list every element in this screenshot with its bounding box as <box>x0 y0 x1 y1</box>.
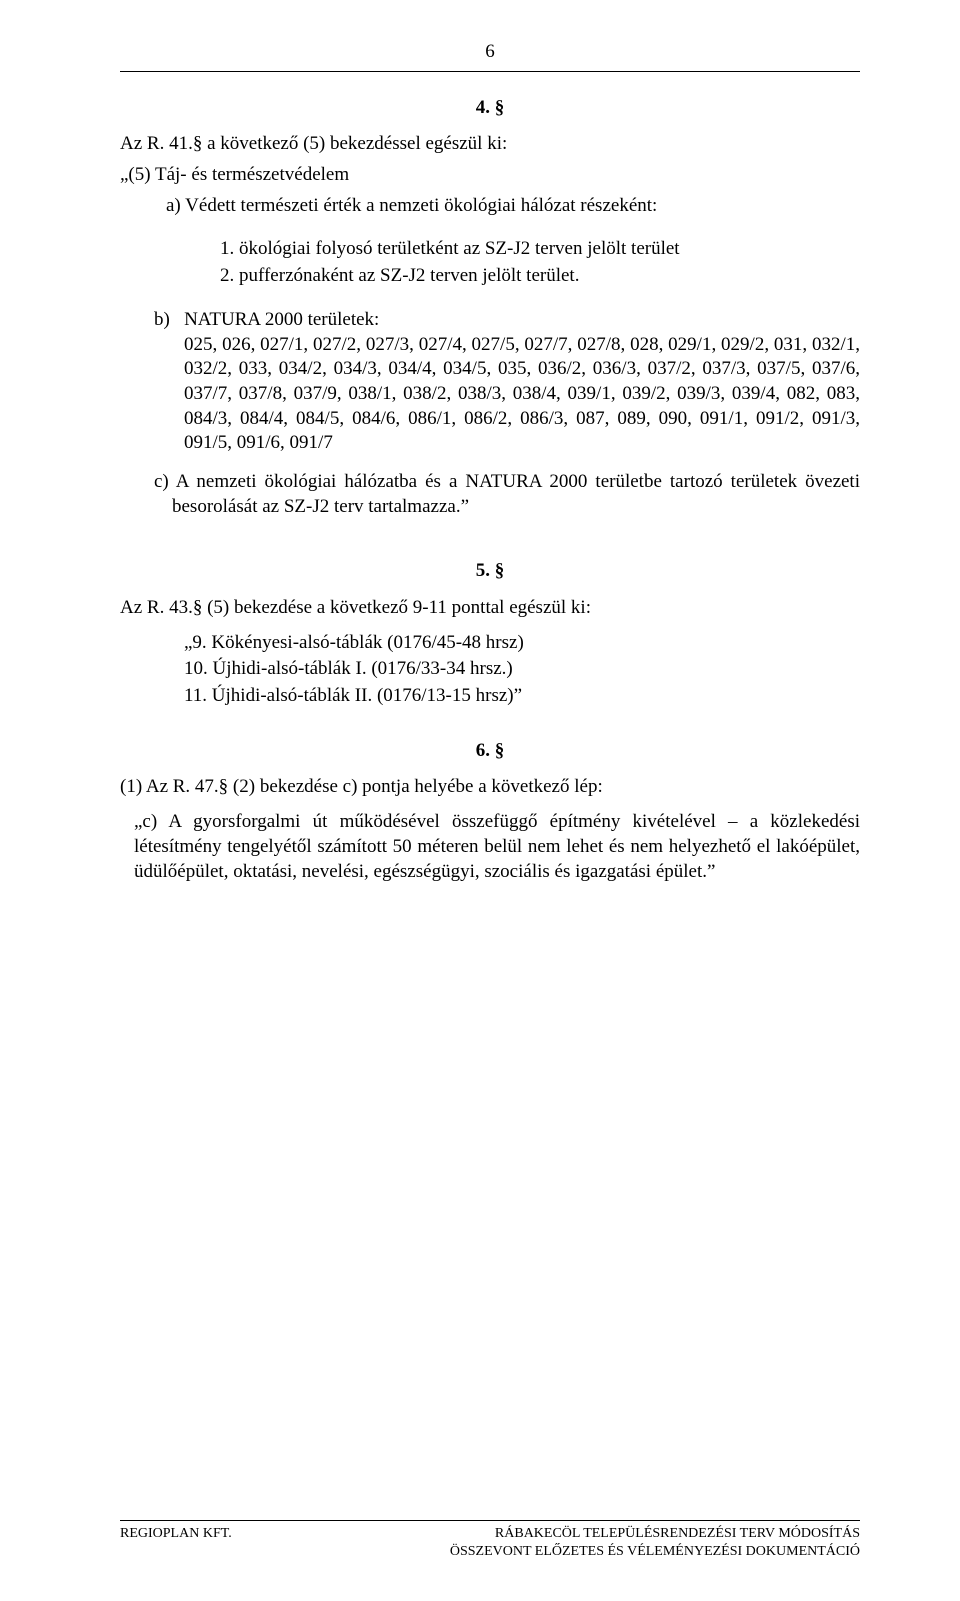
page-footer: REGIOPLAN KFT. RÁBAKECÖL TELEPÜLÉSRENDEZ… <box>120 1520 860 1561</box>
section-4-marker: 4. § <box>120 96 860 121</box>
section-4-b-body: 025, 026, 027/1, 027/2, 027/3, 027/4, 02… <box>184 334 860 454</box>
footer-divider <box>120 1520 860 1521</box>
section-4-b-label: b) <box>154 309 170 330</box>
footer-left: REGIOPLAN KFT. <box>120 1525 232 1561</box>
section-4-b-title: NATURA 2000 területek: <box>184 309 379 330</box>
footer-right-line1: RÁBAKECÖL TELEPÜLÉSRENDEZÉSI TERV MÓDOSÍ… <box>450 1525 860 1543</box>
list-item: „9. Kökényesi-alsó-táblák (0176/45-48 hr… <box>184 631 860 656</box>
list-item: 10. Újhidi-alsó-táblák I. (0176/33-34 hr… <box>184 657 860 682</box>
section-4-c-text: c) A nemzeti ökológiai hálózatba és a NA… <box>154 471 860 517</box>
section-4-intro: Az R. 41.§ a következő (5) bekezdéssel e… <box>120 132 860 157</box>
section-5-list: „9. Kökényesi-alsó-táblák (0176/45-48 hr… <box>144 631 860 709</box>
section-6-marker: 6. § <box>120 739 860 764</box>
footer-right-line2: ÖSSZEVONT ELŐZETES ÉS VÉLEMÉNYEZÉSI DOKU… <box>450 1543 860 1561</box>
section-4-subtitle: „(5) Táj- és természetvédelem <box>120 163 860 188</box>
top-divider <box>120 71 860 72</box>
footer-right: RÁBAKECÖL TELEPÜLÉSRENDEZÉSI TERV MÓDOSÍ… <box>450 1525 860 1561</box>
section-4-a-line: a) Védett természeti érték a nemzeti öko… <box>166 194 860 219</box>
section-6-body: „c) A gyorsforgalmi út működésével össze… <box>134 810 860 884</box>
list-item: 11. Újhidi-alsó-táblák II. (0176/13-15 h… <box>184 684 860 709</box>
section-4-a-list: 1. ökológiai folyosó területként az SZ-J… <box>180 237 860 288</box>
section-5-intro: Az R. 43.§ (5) bekezdése a következő 9-1… <box>120 596 860 621</box>
page-number: 6 <box>120 40 860 65</box>
list-item: 1. ökológiai folyosó területként az SZ-J… <box>220 237 860 262</box>
section-5-marker: 5. § <box>120 559 860 584</box>
section-4-b: b) NATURA 2000 területek: 025, 026, 027/… <box>154 308 860 456</box>
document-page: 6 4. § Az R. 41.§ a következő (5) bekezd… <box>0 0 960 1601</box>
section-6-intro: (1) Az R. 47.§ (2) bekezdése c) pontja h… <box>120 775 860 800</box>
section-4-c: c) A nemzeti ökológiai hálózatba és a NA… <box>154 470 860 519</box>
list-item: 2. pufferzónaként az SZ-J2 terven jelölt… <box>220 264 860 289</box>
